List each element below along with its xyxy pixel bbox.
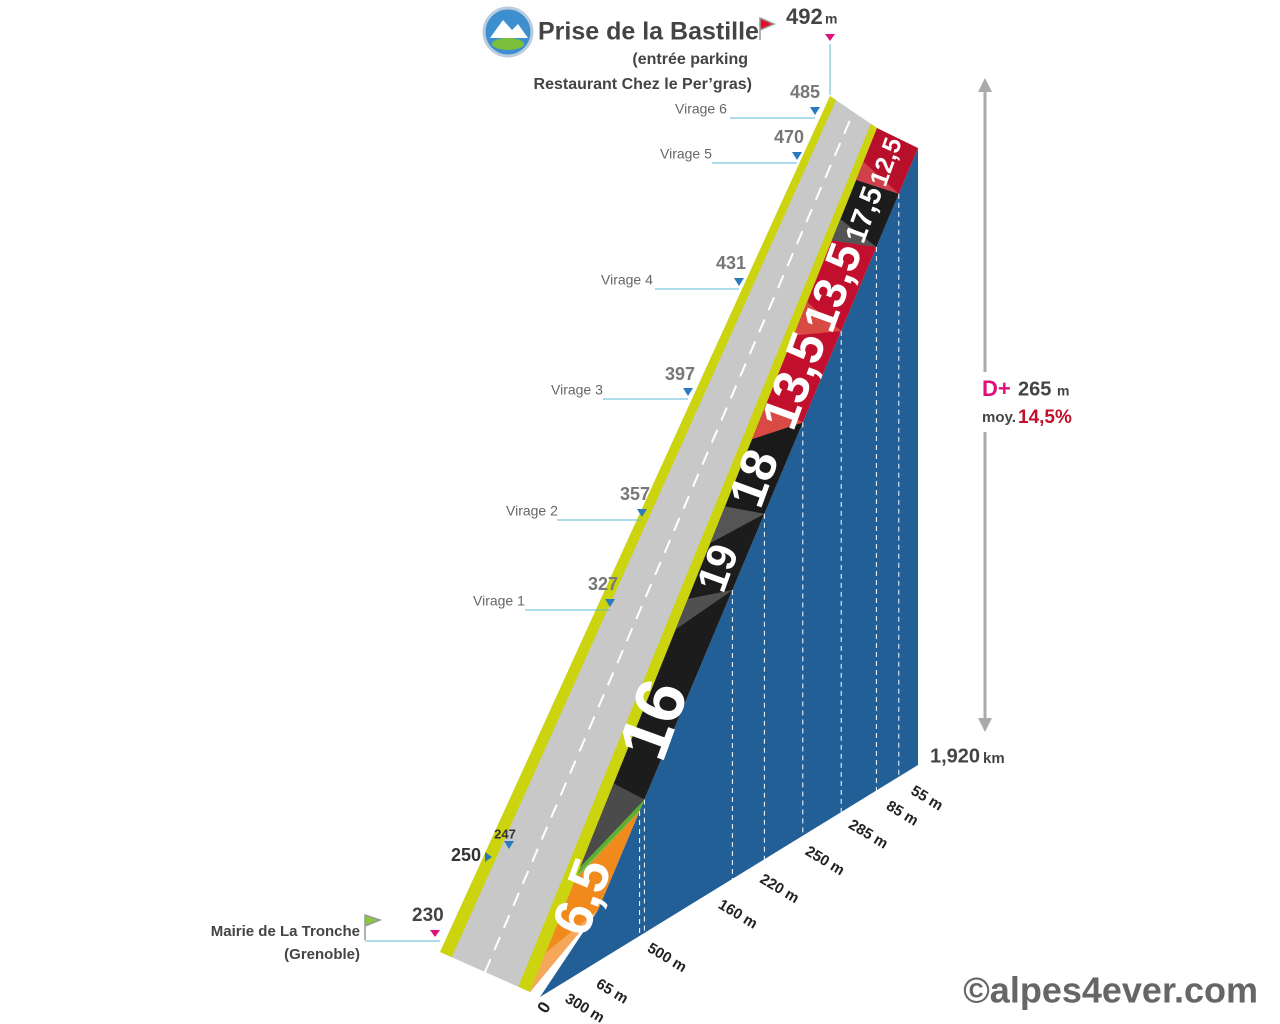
segment-shade <box>856 161 899 194</box>
length-label: 250 m <box>802 843 847 879</box>
marker <box>683 388 693 396</box>
summit-detail: Restaurant Chez le Per’gras) <box>534 76 752 93</box>
road <box>440 96 877 992</box>
marker <box>485 852 492 862</box>
summit-name: Prise de la Bastille <box>538 18 759 46</box>
length-label: 65 m <box>593 975 631 1007</box>
side-face <box>540 148 918 997</box>
shapes <box>440 96 918 997</box>
gain: 265 <box>1018 378 1051 400</box>
gain-unit: m <box>1057 383 1069 399</box>
length-label: 85 m <box>883 797 921 829</box>
summit-detail: (entrée parking <box>632 51 748 68</box>
length-label: 500 m <box>644 940 689 976</box>
waypoint-label: Virage 4 <box>601 272 653 288</box>
waypoint-altitude: 397 <box>665 364 695 384</box>
waypoint-label: Virage 2 <box>506 503 558 519</box>
waypoint-altitude: 431 <box>716 253 746 273</box>
summit-altitude: 492 <box>786 4 823 29</box>
marker <box>810 107 820 115</box>
road-edge <box>440 96 837 958</box>
segment-shade <box>675 589 733 630</box>
average: 14,5% <box>1018 407 1072 428</box>
marker <box>825 34 835 41</box>
waypoint-label: Virage 1 <box>473 593 525 609</box>
waypoint-label: Virage 3 <box>551 382 603 398</box>
start-flag <box>364 913 383 940</box>
segment-shade <box>752 402 803 440</box>
centre-line <box>484 111 855 973</box>
distance-unit: km <box>983 750 1005 767</box>
waypoint-altitude: 470 <box>774 127 804 147</box>
road-edge <box>518 123 877 993</box>
length-label: 300 m <box>562 990 607 1024</box>
start-altitude: 230 <box>412 905 444 926</box>
marker <box>504 841 514 849</box>
segment-shade <box>580 783 645 867</box>
summit-flag <box>759 16 776 40</box>
marker <box>430 930 440 937</box>
marker <box>734 278 744 286</box>
gain-label: D+ <box>982 376 1011 401</box>
segment-shade <box>793 302 842 336</box>
logo-grass <box>492 38 524 50</box>
length-label: 160 m <box>715 896 760 932</box>
waypoint-altitude: 485 <box>790 82 820 102</box>
label-bg <box>975 372 1075 432</box>
start-name: Mairie de La Tronche <box>211 923 360 940</box>
distance-label: 0 <box>534 998 555 1016</box>
waypoint-altitude: 247 <box>494 826 516 841</box>
start-detail: (Grenoble) <box>284 946 360 963</box>
distance: 1,920 <box>930 745 980 767</box>
marker <box>605 599 615 607</box>
waypoint-altitude: 250 <box>451 845 481 865</box>
marker <box>792 152 802 160</box>
waypoint-altitude: 327 <box>588 574 618 594</box>
summit-unit: m <box>825 11 837 27</box>
waypoint-altitude: 357 <box>620 484 650 504</box>
average-label: moy. <box>982 409 1016 426</box>
segment-shade <box>530 910 598 992</box>
segment-shade <box>575 810 640 880</box>
copyright: ©alpes4ever.com <box>963 970 1258 1011</box>
length-label: 220 m <box>757 871 802 907</box>
length-label: 285 m <box>846 816 891 852</box>
waypoint-label: Virage 6 <box>675 101 727 117</box>
segment-shade <box>831 219 877 248</box>
segment-shade <box>710 506 765 543</box>
marker <box>637 509 647 517</box>
logo-mountain <box>490 20 528 38</box>
waypoint-label: Virage 5 <box>660 146 712 162</box>
